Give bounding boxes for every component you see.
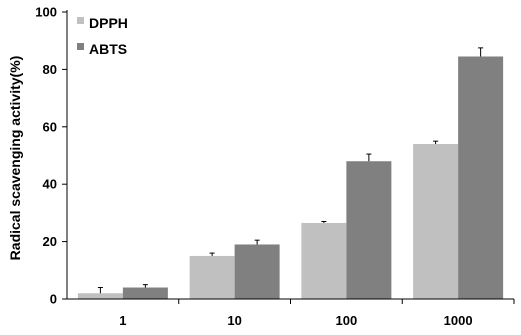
legend-label-abts: ABTS: [89, 41, 127, 57]
bar-dpph-10: [189, 255, 235, 299]
legend-swatch-abts: [77, 43, 84, 50]
legend-label-dpph: DPPH: [89, 15, 128, 31]
bar-dpph-1: [77, 293, 123, 299]
y-tick-label: 80: [43, 62, 57, 77]
x-tick-label: 100: [336, 313, 358, 328]
plot-area: [77, 47, 504, 299]
y-axis-title: Radical scavenging activity(%): [7, 56, 23, 261]
bar-dpph-100: [301, 222, 347, 299]
y-tick-label: 100: [35, 5, 57, 20]
bar-abts-100: [346, 161, 392, 299]
bar-abts-10: [234, 244, 280, 299]
x-tick-label: 10: [227, 313, 241, 328]
y-tick-label: 60: [43, 119, 57, 134]
bar-dpph-1000: [413, 144, 459, 299]
bar-abts-1000: [458, 56, 504, 299]
legend-swatch-dpph: [77, 17, 84, 24]
x-tick-label: 1000: [444, 313, 473, 328]
bar-abts-1: [122, 287, 168, 299]
y-tick-label: 0: [50, 292, 57, 307]
y-tick-label: 20: [43, 234, 57, 249]
legend: DPPH ABTS: [77, 15, 128, 57]
x-tick-label: 1: [119, 313, 126, 328]
axes: 0 20 40 60 80 100 1 10 100 1000: [35, 5, 515, 328]
y-tick-label: 40: [43, 177, 57, 192]
